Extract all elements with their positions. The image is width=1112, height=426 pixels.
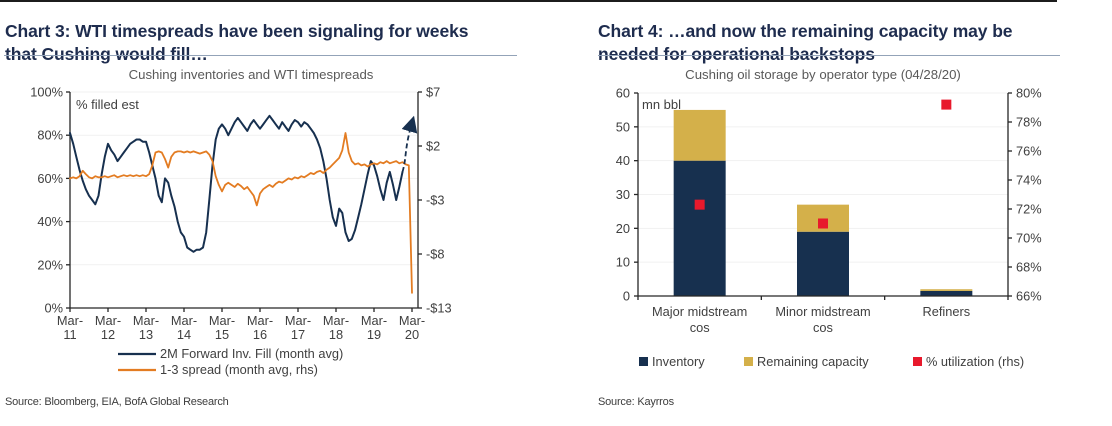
chart4-bar-remaining-capacity xyxy=(920,289,973,291)
svg-text:Mar-: Mar- xyxy=(133,313,159,328)
svg-text:0%: 0% xyxy=(45,301,64,316)
svg-text:12: 12 xyxy=(101,327,115,342)
svg-text:17: 17 xyxy=(291,327,305,342)
svg-text:Mar-: Mar- xyxy=(171,313,197,328)
chart3-x-axis-labels: Mar-11Mar-12Mar-13Mar-14Mar-15Mar-16Mar-… xyxy=(57,313,425,342)
svg-text:$2: $2 xyxy=(426,139,440,154)
chart4-legend: Inventory Remaining capacity % utilization… xyxy=(639,354,1024,369)
chart4-heading-rule xyxy=(598,55,1060,56)
svg-text:cos: cos xyxy=(813,320,833,335)
svg-text:80%: 80% xyxy=(1016,86,1042,101)
svg-text:76%: 76% xyxy=(1016,144,1042,159)
chart4-plot-label: mn bbl xyxy=(642,97,681,112)
svg-text:60: 60 xyxy=(616,86,630,101)
page-top-border xyxy=(0,0,1057,2)
svg-text:$7: $7 xyxy=(426,85,440,100)
chart3-heading-rule xyxy=(4,55,517,56)
chart4-heading: Chart 4: …and now the remaining capacity… xyxy=(598,20,1013,64)
svg-text:Mar-: Mar- xyxy=(361,313,387,328)
svg-text:Mar-: Mar- xyxy=(209,313,235,328)
chart3-figure: Cushing inventories and WTI timespreads 1… xyxy=(0,62,556,394)
svg-text:80%: 80% xyxy=(37,128,63,143)
chart4-svg: Cushing oil storage by operator type (04… xyxy=(616,67,1042,369)
chart3-legend: 2M Forward Inv. Fill (month avg)1-3 spre… xyxy=(118,346,343,377)
svg-text:-$3: -$3 xyxy=(426,193,445,208)
chart4-axes xyxy=(634,92,1012,300)
svg-text:Mar-: Mar- xyxy=(57,313,83,328)
svg-text:20%: 20% xyxy=(37,257,63,272)
chart4-legend-swatch xyxy=(913,357,922,366)
chart3-gridlines xyxy=(70,91,418,266)
svg-text:68%: 68% xyxy=(1016,260,1042,275)
chart3-right-axis-labels: $7 $2 -$3 -$8 -$13 xyxy=(426,85,452,316)
svg-text:cos: cos xyxy=(690,320,710,335)
svg-text:Mar-: Mar- xyxy=(247,313,273,328)
chart4-legend-label: Remaining capacity xyxy=(757,354,869,369)
chart3-series-inventory-fill-line xyxy=(69,114,404,253)
svg-text:20: 20 xyxy=(405,327,419,342)
chart4-utilization-point xyxy=(818,218,828,229)
svg-text:40: 40 xyxy=(616,153,630,168)
svg-text:19: 19 xyxy=(367,327,381,342)
svg-text:60%: 60% xyxy=(37,171,63,186)
chart4-legend-label: % utilization (rhs) xyxy=(926,354,1024,369)
svg-text:50: 50 xyxy=(616,119,630,134)
svg-text:11: 11 xyxy=(63,327,76,342)
svg-text:13: 13 xyxy=(139,327,153,342)
chart4-figure: Cushing oil storage by operator type (04… xyxy=(556,62,1112,394)
svg-text:30: 30 xyxy=(616,187,630,202)
chart4-legend-label: Inventory xyxy=(652,354,705,369)
svg-text:14: 14 xyxy=(177,327,191,342)
chart4-title: Cushing oil storage by operator type (04… xyxy=(685,67,961,82)
chart4-bar-inventory xyxy=(797,231,849,296)
svg-text:40%: 40% xyxy=(37,214,63,229)
svg-text:Mar-: Mar- xyxy=(285,313,311,328)
chart4-bar-inventory xyxy=(673,160,726,296)
svg-text:0: 0 xyxy=(623,289,630,304)
chart3-svg: Cushing inventories and WTI timespreads 1… xyxy=(30,67,452,377)
chart4-right-axis-labels: 80% 78% 76% 74% 72% 70% 68% 66% xyxy=(1016,86,1042,304)
chart3-legend-label: 1-3 spread (month avg, rhs) xyxy=(160,362,318,377)
chart4-utilization-point xyxy=(694,199,705,210)
chart4-legend-swatch xyxy=(744,357,753,366)
svg-text:-$8: -$8 xyxy=(426,247,445,262)
svg-text:Mar-: Mar- xyxy=(399,313,425,328)
svg-text:20: 20 xyxy=(616,221,630,236)
svg-text:70%: 70% xyxy=(1016,231,1042,246)
svg-text:100%: 100% xyxy=(30,85,63,100)
chart4-legend-swatch xyxy=(639,357,648,366)
svg-text:Mar-: Mar- xyxy=(95,313,121,328)
svg-text:-$13: -$13 xyxy=(426,301,452,316)
svg-text:15: 15 xyxy=(215,327,229,342)
svg-text:72%: 72% xyxy=(1016,202,1042,217)
chart4-left-axis-labels: 60 50 40 30 20 10 0 xyxy=(616,86,630,304)
svg-text:Refiners: Refiners xyxy=(923,304,971,319)
chart3-title: Cushing inventories and WTI timespreads xyxy=(129,67,374,82)
chart4-bar-inventory xyxy=(920,290,973,296)
svg-text:78%: 78% xyxy=(1016,115,1042,130)
svg-text:Minor midstream: Minor midstream xyxy=(775,304,870,319)
svg-text:18: 18 xyxy=(329,327,343,342)
chart3-series-timespread-line xyxy=(69,132,413,294)
chart3-plot-label: % filled est xyxy=(76,97,139,112)
chart3-forecast-arrow xyxy=(401,115,418,173)
chart3-source: Source: Bloomberg, EIA, BofA Global Rese… xyxy=(5,396,229,408)
chart3-heading: Chart 3: WTI timespreads have been signa… xyxy=(5,20,469,64)
svg-text:74%: 74% xyxy=(1016,173,1042,188)
chart3-axes xyxy=(66,91,422,312)
chart4-bar-remaining-capacity xyxy=(673,109,726,161)
svg-text:Major midstream: Major midstream xyxy=(652,304,747,319)
chart4-utilization-point xyxy=(941,99,952,110)
chart3-left-axis-labels: 100% 80% 60% 40% 20% 0% xyxy=(30,85,63,316)
svg-text:66%: 66% xyxy=(1016,289,1042,304)
svg-text:16: 16 xyxy=(253,327,267,342)
svg-text:10: 10 xyxy=(616,255,630,270)
svg-text:Mar-: Mar- xyxy=(323,313,349,328)
chart4-source: Source: Kayrros xyxy=(598,396,674,408)
chart3-legend-label: 2M Forward Inv. Fill (month avg) xyxy=(160,346,343,361)
